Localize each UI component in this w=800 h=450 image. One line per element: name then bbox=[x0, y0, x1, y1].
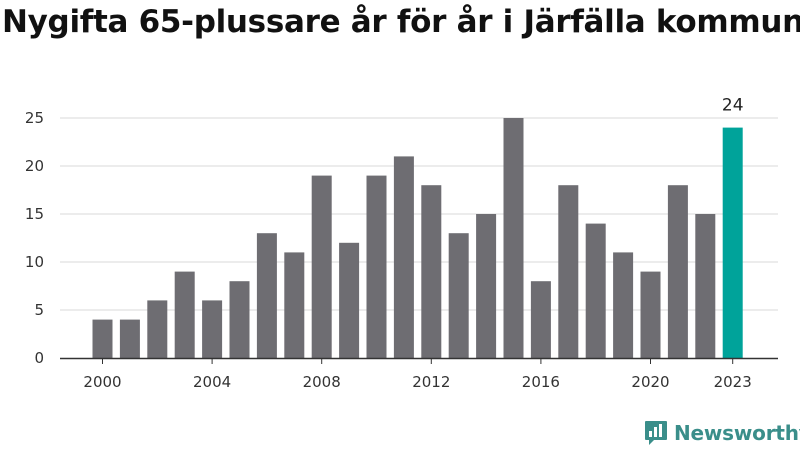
bar-2001 bbox=[119, 319, 140, 358]
x-tick-label: 2000 bbox=[83, 373, 121, 391]
bar-2017 bbox=[558, 185, 579, 358]
y-tick-label: 0 bbox=[34, 349, 44, 367]
bar-2020 bbox=[640, 271, 661, 358]
bar-2019 bbox=[613, 252, 634, 358]
bar-2021 bbox=[667, 185, 688, 358]
brand-logo: Newsworthy bbox=[644, 420, 800, 446]
y-tick-label: 25 bbox=[25, 109, 44, 127]
x-tick-label: 2012 bbox=[412, 373, 450, 391]
bar-2023 bbox=[722, 127, 743, 358]
bar-2004 bbox=[202, 300, 223, 358]
highlight-value-label: 24 bbox=[722, 96, 744, 116]
bar-2022 bbox=[695, 214, 716, 358]
axes bbox=[60, 357, 778, 364]
newsworthy-logo-icon bbox=[645, 421, 667, 445]
bar-2011 bbox=[393, 156, 414, 358]
bar-2012 bbox=[421, 185, 442, 358]
x-tick-label: 2020 bbox=[631, 373, 669, 391]
bar-2014 bbox=[476, 214, 497, 358]
bar-2000 bbox=[92, 319, 113, 358]
labels: 0 5 10 15 20 25 2000 2004 2008 2012 2016 2020 2023 24 bbox=[25, 96, 752, 391]
y-tick-label: 10 bbox=[25, 253, 44, 271]
bars bbox=[92, 118, 743, 358]
bar-2002 bbox=[147, 300, 168, 358]
bar-2010 bbox=[366, 175, 387, 358]
y-tick-label: 20 bbox=[25, 157, 44, 175]
bar-2018 bbox=[585, 223, 606, 358]
bar-2013 bbox=[448, 233, 469, 358]
x-tick-label: 2016 bbox=[522, 373, 560, 391]
x-tick-label: 2008 bbox=[303, 373, 341, 391]
bar-2009 bbox=[339, 242, 360, 358]
bar-2015 bbox=[503, 118, 524, 358]
y-tick-label: 15 bbox=[25, 205, 44, 223]
bar-2006 bbox=[256, 233, 277, 358]
bar-2007 bbox=[284, 252, 305, 358]
chart-title: Nygifta 65-plussare år för år i Järfälla… bbox=[2, 4, 800, 40]
x-tick-label: 2004 bbox=[193, 373, 231, 391]
x-tick-label: 2023 bbox=[714, 373, 752, 391]
bar-2008 bbox=[311, 175, 332, 358]
y-tick-label: 5 bbox=[34, 301, 44, 319]
brand-name: Newsworthy bbox=[674, 421, 800, 445]
bar-2005 bbox=[229, 281, 250, 358]
bar-2016 bbox=[530, 281, 551, 358]
bar-2003 bbox=[174, 271, 195, 358]
